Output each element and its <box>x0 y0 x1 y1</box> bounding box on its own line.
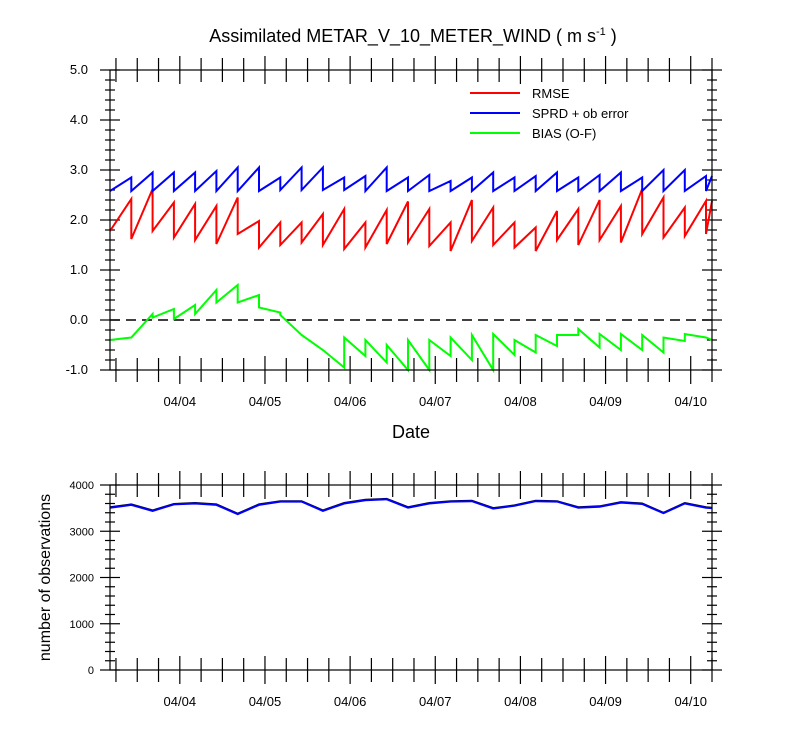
x-tick-label: 04/04 <box>164 394 197 409</box>
x-tick-label: 04/05 <box>249 394 282 409</box>
chart-title-superscript: -1 <box>596 26 606 38</box>
x-tick-label: 04/06 <box>334 694 367 709</box>
x-tick-label: 04/05 <box>249 694 282 709</box>
x-tick-label: 04/08 <box>504 694 537 709</box>
series-line-rmse <box>109 188 713 252</box>
y-tick-label: 1.0 <box>70 262 88 277</box>
series-line-sprd-ob-error <box>109 164 713 194</box>
bottom-panel-series <box>109 497 713 516</box>
x-tick-label: 04/04 <box>164 694 197 709</box>
x-tick-label: 04/06 <box>334 394 367 409</box>
legend-label: RMSE <box>532 86 570 101</box>
series-line-assimilated <box>109 498 713 516</box>
bottom-panel-tick-labels: 04/04 04/05 04/06 04/07 04/08 04/09 04/10 0 1000… <box>70 480 707 709</box>
x-tick-label: 04/07 <box>419 394 452 409</box>
y-tick-label: -1.0 <box>66 362 88 377</box>
top-panel: RMSE SPRD + ob error BIAS (O-F) 04/04 04/05… <box>66 56 722 442</box>
legend-label: BIAS (O-F) <box>532 126 596 141</box>
y-tick-label: 1000 <box>70 619 94 631</box>
legend: RMSE SPRD + ob error BIAS (O-F) <box>470 86 629 141</box>
x-tick-label: 04/07 <box>419 694 452 709</box>
top-panel-x-axis-label: Date <box>392 422 430 442</box>
x-tick-label: 04/09 <box>589 394 622 409</box>
top-panel-series <box>109 164 713 374</box>
legend-label: SPRD + ob error <box>532 106 629 121</box>
x-tick-label: 04/10 <box>674 694 707 709</box>
chart-title-close: ) <box>606 26 617 46</box>
x-tick-label: 04/08 <box>504 394 537 409</box>
y-tick-label: 3000 <box>70 526 94 538</box>
bottom-panel-y-axis-label: number of observations <box>37 494 54 661</box>
chart-title: Assimilated METAR_V_10_METER_WIND ( m s-… <box>209 26 617 47</box>
top-panel-tick-labels: 04/04 04/05 04/06 04/07 04/08 04/09 04/10 -1.0 0… <box>66 62 707 409</box>
bottom-panel: 04/04 04/05 04/06 04/07 04/08 04/09 04/10 0 1000… <box>37 471 722 709</box>
top-panel-frame <box>109 69 713 371</box>
series-line-bias-o-f <box>109 282 713 374</box>
x-tick-label: 04/10 <box>674 394 707 409</box>
y-tick-label: 0 <box>88 665 94 677</box>
chart-title-main: Assimilated METAR_V_10_METER_WIND ( m s <box>209 26 596 47</box>
top-panel-ticks <box>100 56 722 384</box>
y-tick-label: 3.0 <box>70 162 88 177</box>
bottom-panel-frame <box>109 484 713 671</box>
x-tick-label: 04/09 <box>589 694 622 709</box>
y-tick-label: 2.0 <box>70 212 88 227</box>
y-tick-label: 4000 <box>70 480 94 492</box>
y-tick-label: 4.0 <box>70 112 88 127</box>
y-tick-label: 2000 <box>70 573 94 585</box>
y-tick-label: 5.0 <box>70 62 88 77</box>
y-tick-label: 0.0 <box>70 312 88 327</box>
